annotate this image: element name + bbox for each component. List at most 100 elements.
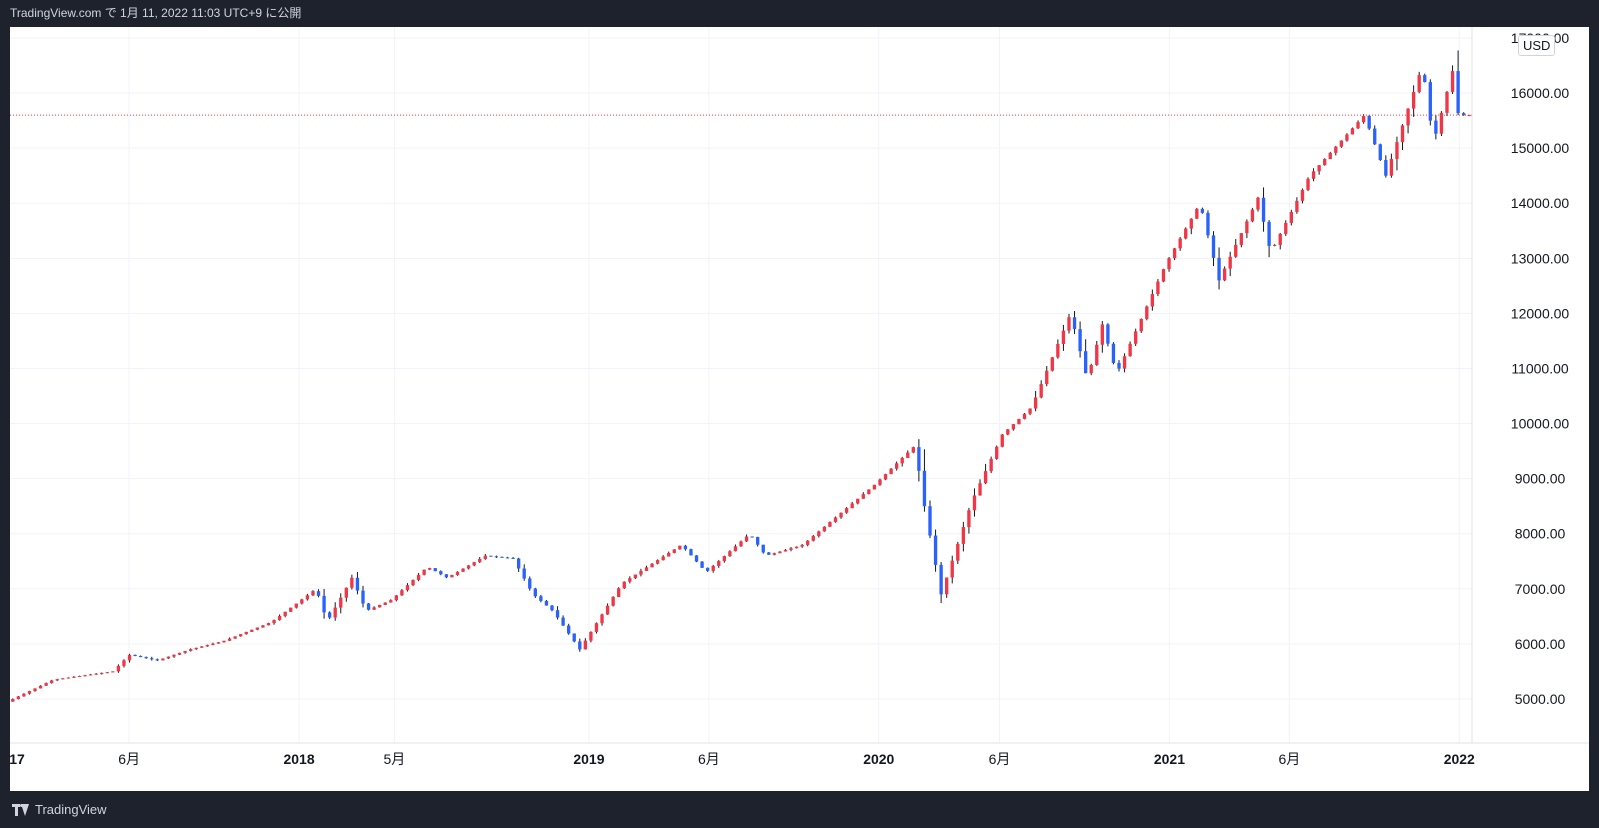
candle-up [783, 549, 788, 552]
candle-up [1256, 197, 1260, 210]
candle-up [1017, 418, 1021, 425]
candle-up [1095, 344, 1099, 365]
candle-up [422, 569, 426, 575]
y-tick-label: 10000.00 [1511, 416, 1570, 432]
candle-up [1039, 384, 1043, 398]
candle-down [544, 600, 549, 606]
candle-up [800, 544, 804, 547]
candle-up [995, 446, 999, 459]
candle-up [889, 468, 893, 475]
candle-up [1122, 356, 1127, 369]
y-tick-label: 14000.00 [1511, 195, 1570, 211]
chart-area[interactable]: 5000.00 6000.00 7000.00 8000.00 9000.00 10000… [10, 27, 1589, 791]
candle-up [194, 647, 198, 650]
price-chart[interactable]: 5000.00 6000.00 7000.00 8000.00 9000.00 10000… [10, 27, 1589, 791]
candle-up [1334, 146, 1338, 153]
candle-down [689, 549, 693, 556]
tradingview-logo-icon[interactable] [12, 803, 30, 816]
x-tick-label: 2020 [863, 751, 894, 767]
candle-down [578, 641, 582, 650]
candle-up [261, 625, 265, 628]
candle-up [589, 631, 593, 641]
candle-up [122, 660, 126, 666]
candle-up [100, 672, 104, 674]
candle-up [617, 588, 621, 597]
candle-up [244, 631, 248, 635]
candle-down [1206, 212, 1210, 236]
candle-down [439, 571, 443, 575]
candle-down [322, 595, 326, 613]
candle-up [188, 649, 193, 651]
candle-up [1350, 128, 1355, 135]
candle-up [1022, 413, 1027, 419]
candles [11, 50, 1471, 702]
candle-up [27, 691, 32, 694]
candle-down [1423, 75, 1427, 83]
y-tick-label: 15000.00 [1511, 140, 1570, 156]
candle-up [50, 680, 54, 684]
candle-down [1217, 257, 1221, 281]
candle-up [967, 510, 971, 528]
candle-up [911, 447, 915, 453]
candle-down [500, 556, 504, 558]
candle-up [455, 571, 460, 576]
candle-up [744, 536, 749, 542]
candle-up [906, 452, 910, 458]
candle-down [928, 506, 932, 536]
candle-down [1211, 235, 1216, 258]
grid [10, 27, 1472, 743]
candle-up [239, 634, 243, 637]
candle-up [1245, 221, 1249, 234]
candle-down [1428, 82, 1432, 121]
candle-up [1161, 269, 1166, 282]
x-tick-label: 5月 [383, 751, 405, 767]
candle-up [483, 555, 487, 559]
brand-label[interactable]: TradingView [35, 802, 107, 817]
candle-up [672, 549, 676, 553]
candle-up [861, 494, 865, 499]
candle-up [177, 652, 182, 655]
candle-up [61, 678, 65, 680]
candle-down [767, 552, 771, 555]
candle-up [1011, 424, 1016, 430]
candle-up [1056, 343, 1060, 358]
candle-up [1000, 434, 1004, 447]
candle-down [1200, 208, 1205, 213]
candle-down [327, 612, 332, 618]
candle-up [389, 600, 393, 603]
candle-up [728, 551, 732, 557]
candle-up [1061, 330, 1066, 344]
candle-down [494, 556, 499, 558]
y-tick-label: 6000.00 [1515, 636, 1566, 652]
candle-up [878, 479, 882, 485]
candle-up [594, 623, 599, 632]
candle-up [372, 607, 376, 610]
candle-up [650, 563, 654, 568]
candle-up [1250, 209, 1255, 222]
currency-badge[interactable]: USD [1518, 35, 1556, 56]
candle-up [38, 685, 43, 689]
candle-down [1261, 197, 1266, 222]
candle-down [1367, 116, 1371, 129]
candle-up [44, 683, 48, 686]
candle-up [88, 674, 93, 676]
candle-up [172, 654, 176, 657]
candle-up [1467, 115, 1471, 117]
candle-up [450, 575, 454, 578]
candle-up [722, 556, 726, 562]
candle-up [16, 696, 21, 700]
candle-up [956, 543, 960, 561]
candle-down [1378, 144, 1382, 161]
candle-up [339, 597, 343, 608]
candle-up [272, 620, 276, 624]
x-tick-label: 6月 [118, 751, 140, 767]
y-tick-label: 7000.00 [1515, 581, 1566, 597]
candle-up [883, 474, 888, 480]
candle-up [605, 605, 610, 615]
y-tick-label: 5000.00 [1515, 691, 1566, 707]
candle-up [77, 676, 82, 678]
candle-up [250, 629, 254, 632]
footer: TradingView [0, 791, 1599, 828]
candle-down [939, 564, 943, 595]
candle-up [772, 553, 777, 555]
